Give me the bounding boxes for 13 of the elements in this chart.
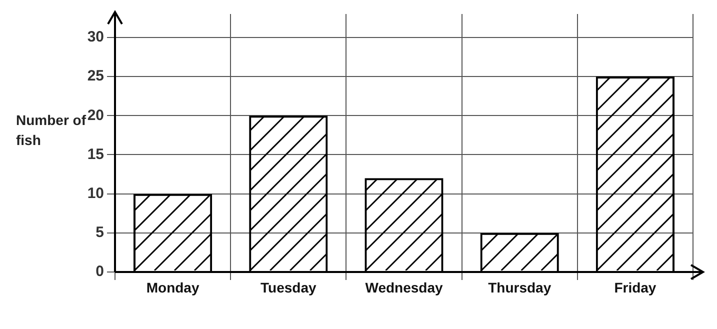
y-tick-label: 15 [87,146,104,163]
x-tick-label: Thursday [488,279,552,296]
y-tick-label: 0 [96,263,104,280]
y-tick-label: 5 [96,224,104,242]
y-axis-title: Number of fish [16,111,87,150]
y-tick-label: 20 [87,106,104,124]
x-tick-label: Wednesday [365,279,443,296]
x-tick-label: Monday [146,279,200,296]
y-tick-label: 25 [87,68,104,85]
x-tick-label: Tuesday [260,279,316,296]
y-tick-label: 10 [87,184,104,202]
y-tick-label: 30 [87,28,104,46]
x-tick-label: Friday [614,279,656,296]
